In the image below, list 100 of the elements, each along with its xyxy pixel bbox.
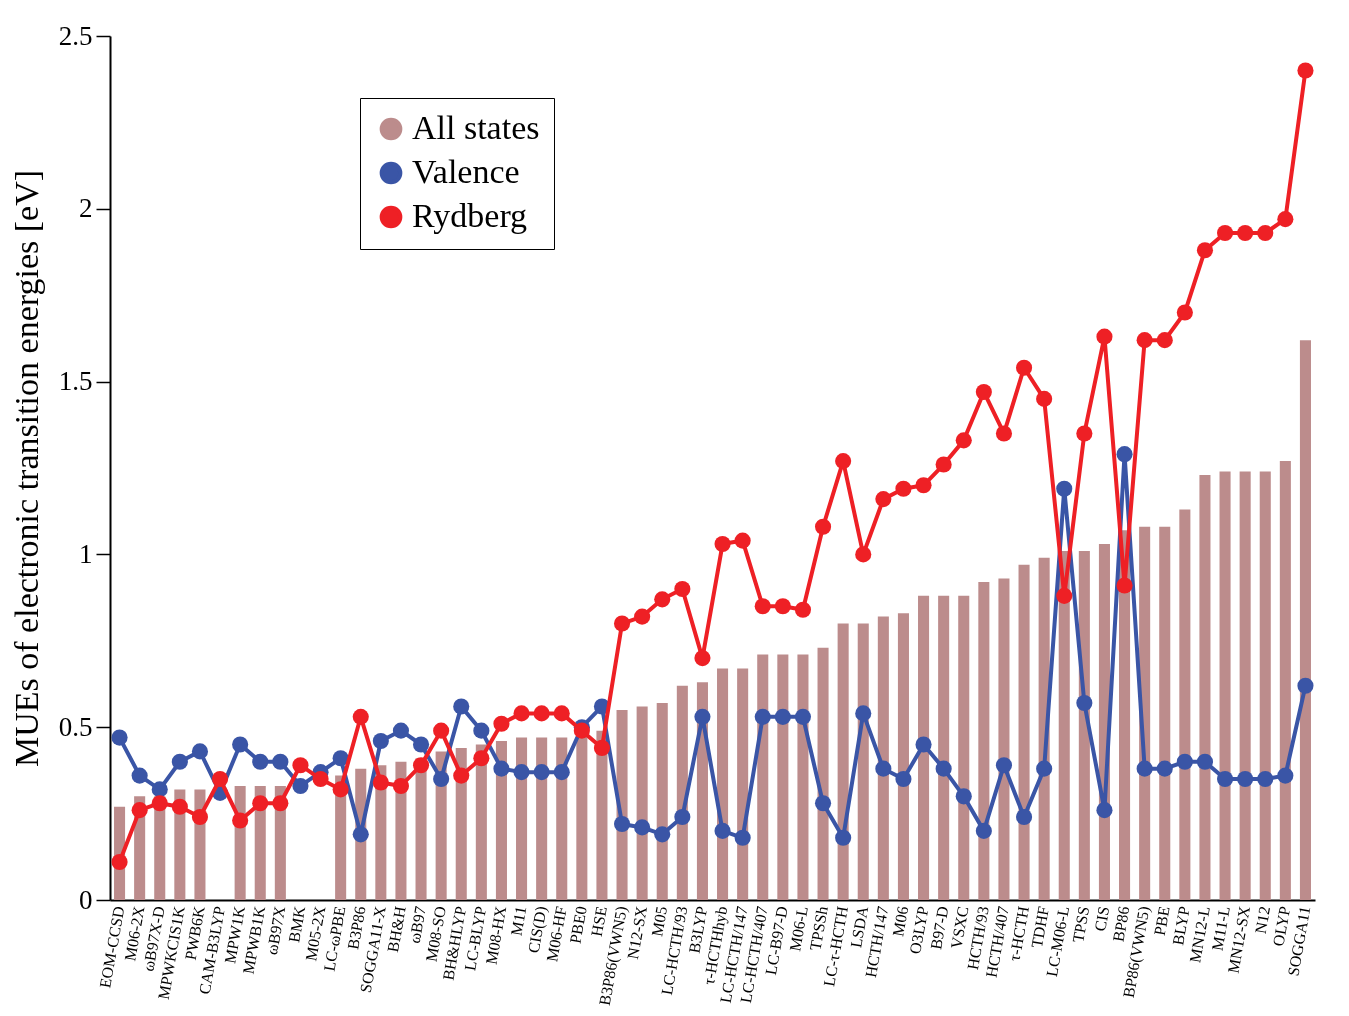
- x-tick-label: TPSS: [1069, 904, 1093, 944]
- point: [1116, 446, 1133, 463]
- bar: [415, 758, 427, 900]
- point: [1176, 753, 1193, 770]
- point: [1116, 577, 1133, 594]
- x-tick-label: CIS: [1091, 904, 1113, 933]
- point: [131, 767, 148, 784]
- point: [634, 608, 651, 625]
- point: [252, 795, 269, 812]
- point: [131, 802, 148, 819]
- point: [814, 518, 832, 535]
- point: [1277, 211, 1294, 228]
- point: [955, 432, 972, 449]
- point: [955, 788, 972, 805]
- point: [1216, 770, 1234, 788]
- bar: [1018, 564, 1030, 900]
- bar: [797, 654, 809, 900]
- point: [493, 760, 510, 777]
- point: [774, 598, 791, 615]
- legend-label: Rydberg: [412, 197, 528, 234]
- bar: [817, 647, 829, 900]
- point: [513, 705, 530, 722]
- bar: [877, 616, 889, 900]
- point: [714, 535, 731, 553]
- point: [754, 598, 771, 615]
- bar: [1239, 471, 1251, 900]
- point: [553, 764, 570, 781]
- point: [433, 770, 450, 788]
- point: [332, 781, 349, 798]
- point: [473, 722, 490, 739]
- point: [855, 705, 872, 722]
- point: [1176, 304, 1193, 321]
- point: [674, 580, 691, 598]
- point: [412, 757, 430, 774]
- point: [1076, 694, 1093, 712]
- bar: [1179, 509, 1191, 900]
- point: [734, 532, 751, 549]
- y-tick-label: 0: [79, 884, 93, 915]
- y-axis-title: MUEs of electronic transition energies [eV]: [7, 169, 45, 768]
- point: [895, 770, 912, 788]
- bar: [1219, 471, 1231, 900]
- point: [1196, 753, 1214, 770]
- point: [232, 812, 249, 829]
- point: [1257, 770, 1274, 788]
- point: [553, 705, 570, 722]
- legend-label: Valence: [412, 153, 520, 190]
- point: [272, 795, 289, 812]
- point: [171, 753, 188, 770]
- point: [1237, 770, 1254, 788]
- point: [111, 729, 128, 746]
- point: [875, 760, 892, 777]
- point: [814, 795, 832, 812]
- point: [1056, 587, 1073, 604]
- point: [774, 708, 791, 725]
- point: [533, 705, 550, 722]
- y-tick-label: 1.5: [58, 366, 93, 397]
- bar: [978, 582, 990, 900]
- point: [1136, 332, 1153, 349]
- point: [915, 736, 932, 753]
- legend-label: All states: [412, 109, 540, 146]
- point: [453, 698, 470, 715]
- point: [654, 591, 671, 608]
- point: [855, 546, 872, 563]
- point: [1196, 242, 1214, 259]
- bar: [717, 668, 729, 900]
- point: [1136, 760, 1153, 777]
- point: [674, 809, 691, 826]
- point: [935, 760, 952, 777]
- point: [734, 829, 751, 846]
- point: [392, 777, 410, 794]
- point: [1096, 328, 1113, 345]
- point: [513, 764, 530, 781]
- point: [252, 753, 269, 770]
- x-tick-label: B97-D: [927, 904, 952, 951]
- point: [111, 853, 128, 871]
- point: [191, 809, 209, 826]
- point: [352, 826, 369, 843]
- point: [694, 650, 711, 667]
- point: [613, 615, 631, 632]
- point: [1277, 767, 1294, 784]
- point: [292, 757, 309, 774]
- point: [392, 722, 410, 739]
- point: [975, 383, 992, 401]
- bar: [897, 613, 909, 900]
- bar: [516, 737, 528, 900]
- y-tick-label: 0.5: [58, 711, 93, 742]
- bar: [1259, 471, 1271, 900]
- point: [312, 770, 329, 788]
- point: [714, 822, 731, 839]
- point: [433, 722, 450, 739]
- point: [915, 477, 932, 494]
- point: [332, 750, 349, 767]
- point: [895, 480, 912, 497]
- point: [835, 453, 852, 470]
- y-tick-label: 2: [79, 193, 93, 224]
- point: [191, 743, 209, 760]
- bar: [1279, 461, 1291, 900]
- point: [654, 826, 671, 843]
- point: [1036, 760, 1053, 777]
- point: [372, 774, 389, 791]
